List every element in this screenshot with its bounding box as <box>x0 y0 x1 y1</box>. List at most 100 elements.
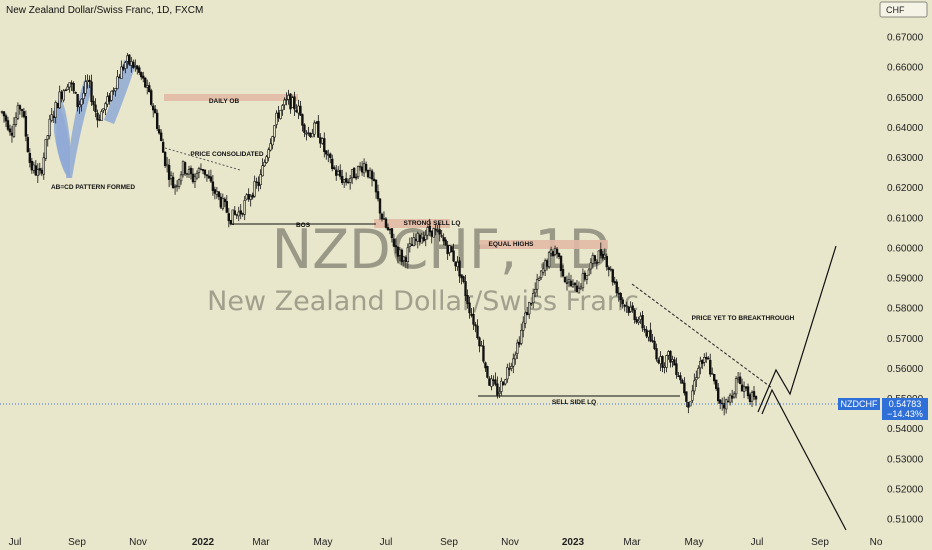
candle-body <box>58 91 61 109</box>
candle-body <box>494 379 497 385</box>
currency-button[interactable] <box>879 1 928 18</box>
candle-body <box>0 111 4 113</box>
symbol-price-tag <box>838 398 880 410</box>
candle-body <box>215 191 219 195</box>
candle-body <box>669 350 672 363</box>
candle-body <box>18 105 22 110</box>
candle-body <box>313 122 316 135</box>
ab-cd-leg-4-highlight <box>104 60 136 124</box>
candle-body <box>337 171 340 175</box>
candle-body <box>225 201 229 213</box>
candle-body <box>527 301 531 315</box>
candle-body <box>295 109 298 113</box>
price-axis[interactable]: 0.510000.520000.530000.540000.550000.560… <box>887 33 924 526</box>
candle-body <box>24 115 28 137</box>
candle-body <box>738 376 742 384</box>
candle-body <box>94 104 97 113</box>
candle-body <box>277 112 280 119</box>
candle-body <box>685 391 688 402</box>
candle-body <box>539 270 543 278</box>
time-tick-label: Jul <box>380 537 393 548</box>
candle-body <box>631 305 634 311</box>
candle-body <box>243 200 246 215</box>
candle-body <box>132 61 135 68</box>
candle-body <box>285 98 288 101</box>
candle-body <box>118 76 121 79</box>
candle-body <box>653 340 656 349</box>
candle-body <box>438 229 441 235</box>
symbol-price-tag-label: NZDCHF <box>841 399 878 409</box>
candle-body <box>518 341 521 345</box>
candle-body <box>607 267 610 270</box>
candle-body <box>502 382 505 386</box>
candle-body <box>350 169 354 179</box>
candle-body <box>42 157 45 175</box>
candle-body <box>581 273 585 289</box>
candle-body <box>211 181 215 191</box>
candle-body <box>287 95 290 100</box>
candle-body <box>657 359 660 363</box>
candle-body <box>633 310 636 320</box>
candle-body <box>370 170 374 180</box>
candle-body <box>742 386 746 392</box>
daily-ob-zone <box>164 94 298 101</box>
candle-body <box>605 256 608 268</box>
candle-body <box>152 105 155 111</box>
candle-body <box>456 261 459 267</box>
candle-body <box>30 160 34 171</box>
candle-body <box>561 269 565 277</box>
candle-body <box>406 247 410 263</box>
candle-body <box>482 345 485 362</box>
ab-cd-leg-3-highlight <box>66 80 92 178</box>
candle-body <box>535 279 539 290</box>
candle-body <box>543 260 547 271</box>
candle-body <box>44 139 47 159</box>
candle-body <box>691 390 694 401</box>
candle-body <box>651 340 654 342</box>
candle-body <box>713 374 716 382</box>
candle-body <box>549 249 553 254</box>
candle-body <box>333 167 336 170</box>
candle-body <box>251 194 254 198</box>
candle-body <box>701 359 704 364</box>
candle-body <box>38 168 42 171</box>
candle-body <box>281 105 284 111</box>
candle-body <box>54 102 57 118</box>
candle-body <box>221 197 225 209</box>
candle-body <box>462 276 465 282</box>
candle-body <box>16 105 20 119</box>
candle-body <box>514 354 517 360</box>
candle-body <box>555 248 559 254</box>
candle-body <box>356 165 360 178</box>
candle-body <box>529 303 533 305</box>
time-axis[interactable]: Jul Sep Nov 2022 Mar May Jul Sep Nov 2023 Mar May Ju… <box>9 537 883 548</box>
candle-body <box>442 237 445 242</box>
candle-body <box>623 304 626 307</box>
candle-body <box>510 366 513 369</box>
candle-body <box>593 255 597 262</box>
candle-body <box>585 275 589 280</box>
candle-body <box>219 196 223 208</box>
candle-body <box>611 269 614 283</box>
candle-body <box>512 358 515 367</box>
candle-body <box>659 356 662 365</box>
candle-body <box>122 66 125 70</box>
candle-body <box>567 279 571 283</box>
candle-body <box>418 234 421 242</box>
candle-body <box>70 82 73 85</box>
candle-body <box>331 158 334 169</box>
candle-body <box>185 173 189 175</box>
annotation-strong-sell-lq: STRONG SELL LQ <box>404 220 461 227</box>
candle-body <box>325 150 328 155</box>
candle-body <box>50 114 53 121</box>
candle-body <box>217 191 221 198</box>
candle-body <box>197 168 201 173</box>
candle-body <box>677 375 680 377</box>
candle-body <box>466 295 469 304</box>
candle-body <box>488 378 491 386</box>
candle-body <box>412 237 416 247</box>
candle-body <box>144 77 147 88</box>
